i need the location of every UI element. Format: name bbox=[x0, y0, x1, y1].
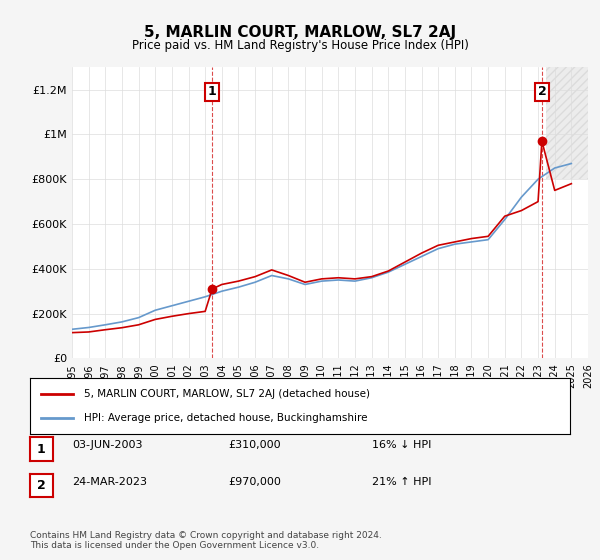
Text: 24-MAR-2023: 24-MAR-2023 bbox=[72, 477, 147, 487]
Text: HPI: Average price, detached house, Buckinghamshire: HPI: Average price, detached house, Buck… bbox=[84, 413, 367, 423]
Text: 03-JUN-2003: 03-JUN-2003 bbox=[72, 440, 143, 450]
Text: 1: 1 bbox=[37, 442, 46, 456]
Text: Contains HM Land Registry data © Crown copyright and database right 2024.
This d: Contains HM Land Registry data © Crown c… bbox=[30, 530, 382, 550]
Text: 5, MARLIN COURT, MARLOW, SL7 2AJ: 5, MARLIN COURT, MARLOW, SL7 2AJ bbox=[144, 25, 456, 40]
Text: Price paid vs. HM Land Registry's House Price Index (HPI): Price paid vs. HM Land Registry's House … bbox=[131, 39, 469, 52]
Text: 5, MARLIN COURT, MARLOW, SL7 2AJ (detached house): 5, MARLIN COURT, MARLOW, SL7 2AJ (detach… bbox=[84, 389, 370, 399]
Text: 16% ↓ HPI: 16% ↓ HPI bbox=[372, 440, 431, 450]
Text: £310,000: £310,000 bbox=[228, 440, 281, 450]
Text: 1: 1 bbox=[208, 85, 217, 99]
Text: 2: 2 bbox=[538, 85, 546, 99]
Text: 21% ↑ HPI: 21% ↑ HPI bbox=[372, 477, 431, 487]
Text: 2: 2 bbox=[37, 479, 46, 492]
Text: £970,000: £970,000 bbox=[228, 477, 281, 487]
